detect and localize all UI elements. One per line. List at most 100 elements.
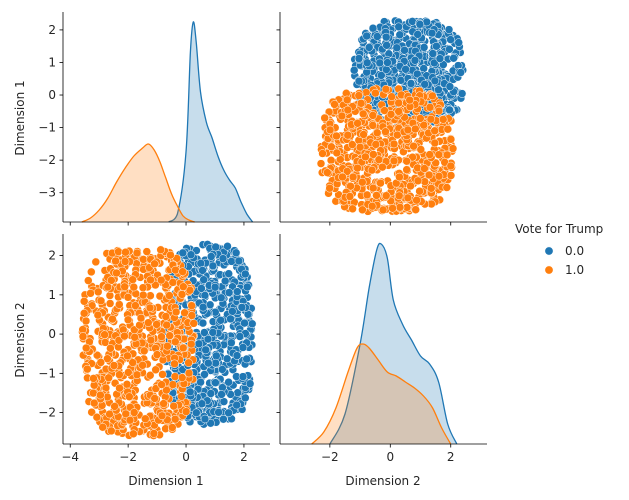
panel-10-point-1.0	[187, 301, 196, 310]
panel-10-point-0.0	[242, 354, 251, 364]
panel-10-point-1.0	[120, 282, 129, 292]
panel-10-point-1.0	[144, 318, 153, 327]
panel-10-point-1.0	[158, 370, 167, 379]
panel-01-point-1.0	[362, 190, 372, 200]
panel-10-point-0.0	[198, 266, 207, 275]
panel-10-point-0.0	[192, 408, 201, 418]
panel-01-point-1.0	[425, 103, 435, 112]
panel-10-point-0.0	[224, 377, 233, 387]
panel-10-point-0.0	[228, 307, 237, 316]
panel-00-y-tick-label: 0	[48, 88, 56, 102]
panel-01-point-1.0	[419, 120, 428, 130]
panel-01-point-1.0	[394, 191, 404, 201]
panel-10-point-1.0	[128, 275, 137, 284]
dim2-kde-fill-0	[329, 243, 457, 444]
panel-10-point-0.0	[217, 390, 226, 399]
panel-10-point-1.0	[136, 313, 146, 323]
panel-10-point-0.0	[243, 282, 252, 292]
panel-10-point-1.0	[78, 332, 88, 341]
panel-01-point-1.0	[448, 144, 458, 153]
panel-10-point-0.0	[241, 393, 250, 403]
panel-11-x-tick-label: 0	[386, 450, 394, 464]
panel-01-point-1.0	[332, 148, 342, 158]
panel-10-point-1.0	[81, 343, 91, 353]
panel-10-point-1.0	[112, 268, 121, 278]
panel-10-point-1.0	[177, 373, 187, 382]
panel-10-point-1.0	[87, 267, 96, 277]
panel-01-point-0.0	[445, 82, 455, 91]
panel-01-point-1.0	[361, 152, 370, 162]
panel-10-point-1.0	[130, 333, 139, 342]
dim1-kde-line-1	[81, 143, 195, 223]
panel-01-point-1.0	[320, 113, 329, 123]
panel-01-point-1.0	[368, 111, 378, 120]
panel-10-point-1.0	[139, 255, 148, 264]
panel-10-point-1.0	[149, 429, 159, 438]
panel-01-point-0.0	[432, 41, 441, 51]
panel-10-point-1.0	[111, 256, 120, 266]
panel-dim2-kde: −2 0 2	[276, 234, 487, 464]
panel-01-point-1.0	[342, 167, 352, 176]
panel-10-point-1.0	[171, 337, 180, 347]
panel-10-point-1.0	[79, 297, 89, 306]
panel-10-point-1.0	[92, 412, 102, 422]
panel-10-point-0.0	[197, 399, 207, 408]
panel-10-point-1.0	[161, 312, 171, 321]
panel-00-y-tick-label: −1	[38, 121, 56, 135]
legend-marker-1	[544, 265, 554, 275]
panel-10-point-0.0	[220, 276, 230, 286]
panel-01-point-1.0	[395, 203, 405, 212]
panel-01-point-1.0	[389, 156, 399, 166]
panel-01-point-1.0	[356, 99, 366, 108]
panel-01-point-1.0	[336, 155, 345, 164]
panel-10-point-1.0	[152, 320, 161, 329]
panel-01-point-1.0	[394, 98, 403, 108]
panel-10-x-tick-label: 0	[182, 450, 190, 464]
panel-10-point-0.0	[226, 314, 235, 324]
panel-10-point-1.0	[96, 296, 106, 306]
panel-10-point-1.0	[105, 409, 114, 419]
panel-10-point-1.0	[146, 291, 155, 300]
panel-10-point-1.0	[170, 372, 180, 381]
panel-01-point-1.0	[420, 164, 429, 173]
panel-10-point-1.0	[168, 278, 178, 287]
panel-01-point-1.0	[442, 150, 452, 160]
panel-10-point-0.0	[196, 259, 206, 268]
panel-10-point-1.0	[93, 310, 103, 320]
panel-01-point-1.0	[412, 195, 421, 205]
panel-01-point-0.0	[362, 58, 372, 68]
panel-01-point-1.0	[405, 95, 414, 105]
panel-10-point-1.0	[121, 247, 130, 257]
panel-10-point-1.0	[145, 303, 155, 313]
x-axis-title-col2: Dimension 2	[345, 474, 420, 488]
panel-10-point-1.0	[178, 343, 188, 353]
panel-01-point-0.0	[428, 49, 438, 58]
panel-10-point-0.0	[233, 388, 242, 397]
panel-01-point-1.0	[389, 139, 399, 149]
panel-01-point-1.0	[434, 106, 444, 116]
panel-10-point-1.0	[157, 380, 166, 389]
panel-10-point-0.0	[200, 291, 210, 300]
panel-01-point-0.0	[415, 20, 425, 29]
panel-01-point-1.0	[428, 91, 437, 101]
panel-10-point-1.0	[129, 408, 139, 417]
panel-01-point-1.0	[343, 105, 353, 115]
panel-10-point-1.0	[168, 423, 177, 432]
panel-10-point-0.0	[235, 332, 245, 341]
panel-01-point-1.0	[446, 171, 456, 180]
panel-10-point-1.0	[103, 354, 112, 363]
panel-10-point-1.0	[150, 394, 159, 403]
dim1-kde-fill-1	[81, 143, 195, 222]
panel-01-point-1.0	[411, 205, 420, 214]
panel-10-y-tick-label: 1	[48, 288, 56, 302]
panel-10-point-1.0	[109, 361, 119, 370]
panel-01-point-1.0	[359, 130, 368, 139]
panel-10-point-1.0	[79, 309, 89, 318]
panel-01-point-1.0	[440, 158, 449, 167]
panel-11-x-tick-label: −2	[321, 450, 339, 464]
panel-dim1-kde: −3 −2 −1 0 1 2	[38, 12, 270, 226]
panel-01-point-1.0	[446, 161, 456, 171]
panel-10-point-1.0	[184, 358, 193, 368]
panel-01-point-1.0	[402, 156, 411, 166]
